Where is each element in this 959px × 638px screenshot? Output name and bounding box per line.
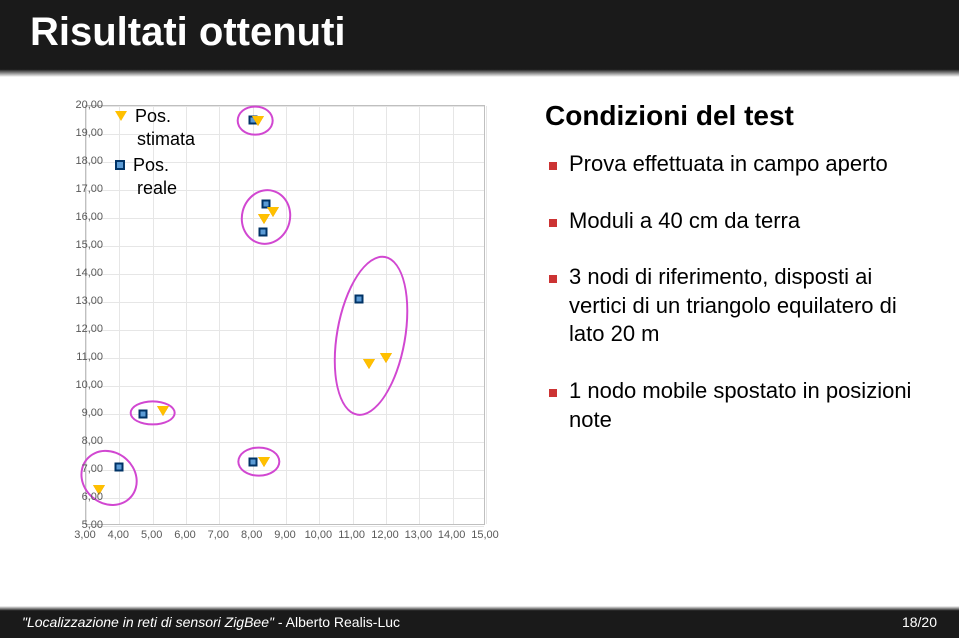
gridline [319,106,320,524]
legend-label: Pos. [135,105,171,128]
y-tick-label: 9,00 [58,407,103,419]
legend-marker-square [115,160,125,170]
legend-label: Pos. [133,154,169,177]
gridline [86,246,484,247]
data-point [157,406,169,416]
data-point [258,457,270,467]
gridline [86,330,484,331]
pair-ellipse [322,250,419,422]
content-column: Condizioni del test Prova effettuata in … [545,100,935,462]
x-tick-label: 3,00 [74,529,95,541]
pair-ellipse [69,439,149,518]
y-tick-label: 14,00 [58,267,103,279]
footer-title: Localizzazione in reti di sensori ZigBee [27,614,269,630]
data-point [363,359,375,369]
x-tick-label: 8,00 [241,529,262,541]
y-tick-label: 20,00 [58,99,103,111]
data-point [267,207,279,217]
y-tick-label: 7,00 [58,463,103,475]
y-tick-label: 6,00 [58,491,103,503]
gridline [86,302,484,303]
footer-author: - Alberto Realis-Luc [274,614,400,630]
x-tick-label: 10,00 [305,529,333,541]
y-tick-label: 17,00 [58,183,103,195]
slide-footer: "Localizzazione in reti di sensori ZigBe… [0,606,959,638]
y-tick-label: 16,00 [58,211,103,223]
y-tick-label: 12,00 [58,323,103,335]
data-point [248,457,257,466]
footer-left: "Localizzazione in reti di sensori ZigBe… [22,614,400,630]
gridline [86,498,484,499]
gridline [453,106,454,524]
data-point [258,228,267,237]
bullet-list: Prova effettuata in campo aperto Moduli … [545,150,935,434]
gridline [86,442,484,443]
bullet-item: 3 nodi di riferimento, disposti ai verti… [545,263,935,349]
y-tick-label: 18,00 [58,155,103,167]
x-tick-label: 12,00 [371,529,399,541]
gridline [486,106,487,524]
chart-legend: Pos. stimata Pos. reale [115,105,195,199]
gridline [86,274,484,275]
y-tick-label: 15,00 [58,239,103,251]
y-tick-label: 11,00 [58,351,103,363]
slide-title: Risultati ottenuti [30,10,929,55]
x-tick-label: 5,00 [141,529,162,541]
bullet-item: 1 nodo mobile spostato in posizioni note [545,377,935,434]
pair-ellipse [129,400,176,425]
gridline [86,386,484,387]
y-tick-label: 8,00 [58,435,103,447]
x-tick-label: 4,00 [108,529,129,541]
x-tick-label: 9,00 [274,529,295,541]
gridline [286,106,287,524]
legend-marker-triangle [115,111,127,121]
x-tick-label: 15,00 [471,529,499,541]
data-point [115,463,124,472]
bullet-item: Prova effettuata in campo aperto [545,150,935,179]
data-point [380,353,392,363]
scatter-chart: 5,00 6,00 7,00 8,00 9,00 10,00 11,00 12,00 13,00… [30,95,510,555]
x-tick-label: 14,00 [438,529,466,541]
gridline [419,106,420,524]
gridline [86,358,484,359]
data-point [355,295,364,304]
legend-label: stimata [137,128,195,151]
x-tick-label: 13,00 [405,529,433,541]
x-tick-label: 7,00 [208,529,229,541]
data-point [252,116,264,126]
data-point [138,410,147,419]
legend-label: reale [137,177,177,200]
x-tick-label: 11,00 [338,529,365,541]
x-tick-label: 6,00 [174,529,195,541]
bullet-item: Moduli a 40 cm da terra [545,207,935,236]
gridline [86,470,484,471]
y-tick-label: 13,00 [58,295,103,307]
section-heading: Condizioni del test [545,100,935,132]
gridline [86,526,484,527]
slide: Risultati ottenuti 5,00 6,00 7,00 8,00 9,00 1… [0,0,959,638]
gridline [219,106,220,524]
y-tick-label: 19,00 [58,127,103,139]
title-band: Risultati ottenuti [0,0,959,77]
page-number: 18/20 [902,614,937,630]
y-tick-label: 10,00 [58,379,103,391]
